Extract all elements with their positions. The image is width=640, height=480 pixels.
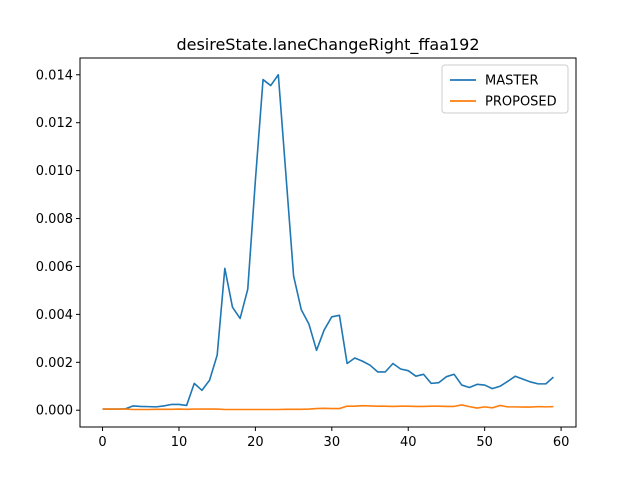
x-tick-label: 30 [324, 435, 341, 450]
x-tick-label: 0 [98, 435, 106, 450]
y-tick-label: 0.002 [36, 356, 73, 371]
series-layer [102, 73, 554, 411]
legend-label-proposed: PROPOSED [485, 95, 557, 110]
y-tick-label: 0.012 [36, 116, 73, 131]
y-tick-label: 0.008 [36, 212, 73, 227]
series-line-proposed [102, 404, 554, 411]
x-tick-label: 40 [400, 435, 417, 450]
legend-label-master: MASTER [485, 74, 539, 89]
x-tick-label: 10 [171, 435, 188, 450]
y-tick-label: 0.004 [36, 308, 73, 323]
plot-frame [79, 57, 577, 428]
x-tick-label: 20 [247, 435, 264, 450]
y-tick-label: 0.006 [36, 260, 73, 275]
x-tick-label: 60 [553, 435, 570, 450]
y-tick-label: 0.014 [36, 68, 73, 83]
y-axis: 0.000 0.002 0.004 0.006 0.008 0.010 0.012 0.014 [36, 68, 80, 419]
y-tick-label: 0.010 [36, 164, 73, 179]
chart-title: desireState.laneChangeRight_ffaa192 [176, 35, 479, 55]
legend: MASTER PROPOSED [441, 64, 569, 114]
x-tick-label: 50 [476, 435, 493, 450]
series-line-master [102, 73, 554, 410]
x-axis: 0 10 20 30 40 50 60 [98, 427, 569, 450]
plot-area [79, 57, 577, 428]
y-tick-label: 0.000 [36, 404, 73, 419]
